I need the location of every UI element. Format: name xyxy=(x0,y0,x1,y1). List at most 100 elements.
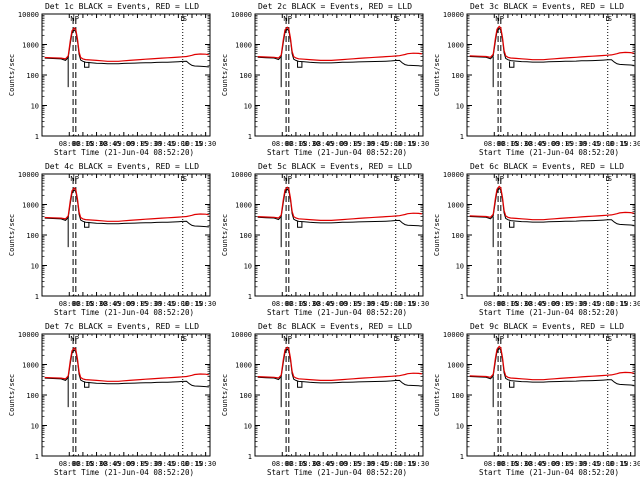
x-tick-label: 08:00 xyxy=(59,300,80,308)
y-tick-label: 1 xyxy=(460,293,464,301)
chart-panel-4: Det 4c BLACK = Events, RED = LLD 1 10 100 10… xyxy=(8,162,216,317)
x-tick-label: 08:45 xyxy=(313,460,334,468)
x-tick-label: 10:30 xyxy=(620,140,640,148)
x-tick-label: 10:00 xyxy=(168,460,189,468)
x-tick-label: 08:00 xyxy=(272,140,293,148)
y-tick-label: 10000 xyxy=(443,331,464,339)
chart-panel-6: Det 6c BLACK = Events, RED = LLD 1 10 100 10… xyxy=(433,162,640,317)
chart-panel-3: Det 3c BLACK = Events, RED = LLD 1 10 100 10… xyxy=(433,2,640,157)
events-dip xyxy=(84,61,90,68)
x-tick-label: 08:00 xyxy=(484,300,505,308)
y-tick-label: 1000 xyxy=(447,202,464,210)
x-axis-label: Start Time (21-Jun-04 08:52:20) xyxy=(267,468,407,477)
x-tick-label: 10:15 xyxy=(181,300,202,308)
x-tick-label: 08:15 xyxy=(497,140,518,148)
y-tick-label: 100 xyxy=(239,72,252,80)
events-series-line xyxy=(257,28,422,67)
flag-label: S xyxy=(396,175,400,183)
x-tick-label: 09:30 xyxy=(566,140,587,148)
x-tick-label: 08:45 xyxy=(313,140,334,148)
y-tick-label: 1 xyxy=(35,453,39,461)
x-tick-label: 09:15 xyxy=(340,140,361,148)
y-tick-label: 10000 xyxy=(443,171,464,179)
chart-title: Det 3c BLACK = Events, RED = LLD xyxy=(470,2,624,11)
chart-title: Det 2c BLACK = Events, RED = LLD xyxy=(258,2,412,11)
chart-panel-9: Det 9c BLACK = Events, RED = LLD 1 10 100 10… xyxy=(433,322,640,477)
y-tick-label: 1000 xyxy=(447,42,464,50)
flag-label: D xyxy=(606,335,610,343)
y-tick-label: 1000 xyxy=(235,362,252,370)
flag-label: D xyxy=(394,175,398,183)
x-tick-label: 09:45 xyxy=(579,140,600,148)
events-series-line xyxy=(257,188,422,227)
x-tick-label: 08:45 xyxy=(313,300,334,308)
y-tick-label: 1000 xyxy=(235,202,252,210)
x-tick-label: 08:45 xyxy=(525,140,546,148)
x-tick-label: 09:45 xyxy=(154,460,175,468)
x-tick-label: 09:00 xyxy=(113,300,134,308)
flag-label: P xyxy=(500,15,504,23)
x-tick-label: 08:30 xyxy=(511,300,532,308)
y-axis-label: Counts/sec xyxy=(8,54,16,96)
x-tick-label: 09:45 xyxy=(154,300,175,308)
events-dip xyxy=(297,61,303,68)
y-tick-label: 10 xyxy=(456,423,464,431)
y-tick-label: 10000 xyxy=(231,11,252,19)
flag-label: S xyxy=(608,335,612,343)
x-tick-label: 10:30 xyxy=(195,460,216,468)
x-tick-label: 10:00 xyxy=(168,300,189,308)
flag-label: N xyxy=(283,335,287,343)
x-tick-label: 10:30 xyxy=(620,460,640,468)
x-tick-label: 09:00 xyxy=(326,140,347,148)
x-tick-label: 09:00 xyxy=(326,460,347,468)
x-tick-label: 08:30 xyxy=(86,140,107,148)
x-tick-label: 09:00 xyxy=(326,300,347,308)
y-tick-label: 10 xyxy=(31,263,39,271)
x-tick-label: 08:00 xyxy=(484,460,505,468)
x-tick-label: 09:45 xyxy=(579,460,600,468)
events-dip xyxy=(297,221,303,228)
y-tick-label: 100 xyxy=(451,392,464,400)
events-dip xyxy=(84,221,90,228)
flag-label: S xyxy=(396,15,400,23)
x-tick-label: 08:45 xyxy=(100,460,121,468)
x-tick-label: 09:30 xyxy=(141,460,162,468)
x-axis-label: Start Time (21-Jun-04 08:52:20) xyxy=(479,308,619,317)
x-tick-label: 10:00 xyxy=(381,140,402,148)
x-tick-label: 09:00 xyxy=(538,460,559,468)
x-tick-label: 09:30 xyxy=(354,460,375,468)
flag-label: P xyxy=(288,175,292,183)
x-tick-label: 09:00 xyxy=(113,140,134,148)
x-tick-label: 10:00 xyxy=(168,140,189,148)
x-tick-label: 08:30 xyxy=(86,460,107,468)
x-tick-label: 09:15 xyxy=(127,460,148,468)
y-axis-label: Counts/sec xyxy=(8,214,16,256)
x-tick-label: 10:00 xyxy=(381,460,402,468)
events-series-line xyxy=(469,347,634,386)
y-tick-label: 100 xyxy=(451,72,464,80)
x-tick-label: 10:15 xyxy=(181,460,202,468)
y-tick-label: 10 xyxy=(456,103,464,111)
y-tick-label: 10 xyxy=(244,263,252,271)
chart-title: Det 5c BLACK = Events, RED = LLD xyxy=(258,162,412,171)
events-dip xyxy=(509,221,515,228)
events-dip xyxy=(84,381,90,388)
x-tick-label: 08:30 xyxy=(299,460,320,468)
flag-label: S xyxy=(608,15,612,23)
x-tick-label: 08:00 xyxy=(59,140,80,148)
flag-label: D xyxy=(394,335,398,343)
chart-panel-7: Det 7c BLACK = Events, RED = LLD 1 10 100 10… xyxy=(8,322,216,477)
y-axis-label: Counts/sec xyxy=(433,214,441,256)
x-tick-label: 08:45 xyxy=(525,460,546,468)
x-tick-label: 08:30 xyxy=(299,140,320,148)
events-series-line xyxy=(44,29,209,68)
x-tick-label: 08:45 xyxy=(100,140,121,148)
flag-label: P xyxy=(75,15,79,23)
x-tick-label: 09:30 xyxy=(354,140,375,148)
chart-title: Det 8c BLACK = Events, RED = LLD xyxy=(258,322,412,331)
x-tick-label: 08:15 xyxy=(285,460,306,468)
y-tick-label: 1 xyxy=(460,453,464,461)
flag-label: N xyxy=(70,175,74,183)
x-tick-label: 09:15 xyxy=(127,140,148,148)
x-tick-label: 10:00 xyxy=(593,460,614,468)
